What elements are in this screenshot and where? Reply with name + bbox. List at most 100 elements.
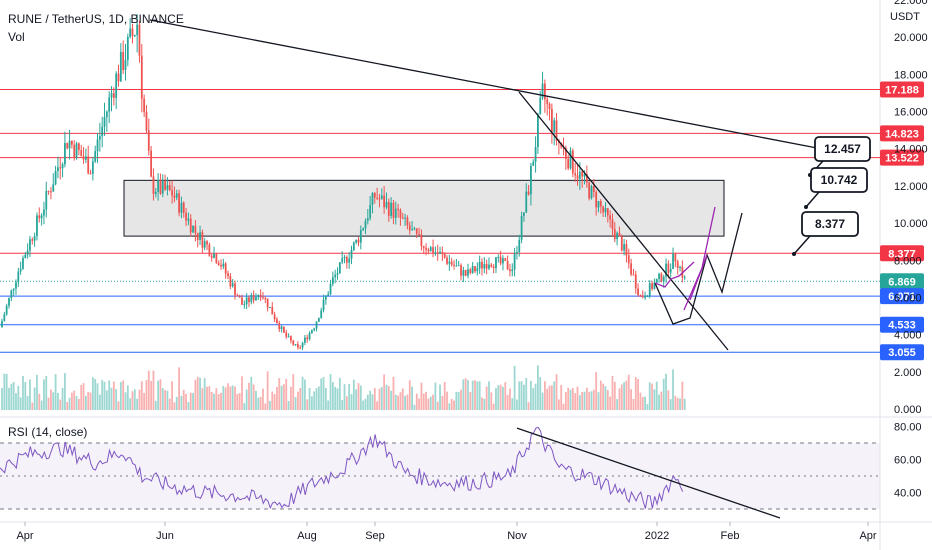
candle-body[interactable] — [483, 263, 486, 269]
long-trendline[interactable] — [149, 19, 818, 149]
candle-body[interactable] — [77, 143, 80, 151]
candle-body[interactable] — [578, 171, 581, 179]
candle-body[interactable] — [236, 295, 239, 297]
candle-body[interactable] — [523, 212, 525, 217]
candle-body[interactable] — [597, 200, 600, 208]
candle-body[interactable] — [467, 269, 469, 276]
candle-body[interactable] — [317, 318, 320, 322]
candle-body[interactable] — [546, 99, 549, 104]
candle-body[interactable] — [518, 239, 521, 252]
candle-body[interactable] — [43, 209, 45, 216]
candle-body[interactable] — [634, 274, 637, 289]
candle-body[interactable] — [5, 305, 8, 315]
candle-body[interactable] — [450, 261, 453, 265]
candle-body[interactable] — [166, 185, 169, 190]
candle-body[interactable] — [164, 180, 166, 190]
candle-body[interactable] — [394, 208, 397, 218]
candle-body[interactable] — [376, 197, 379, 199]
candle-body[interactable] — [124, 60, 127, 70]
candle-body[interactable] — [129, 28, 132, 37]
candle-body[interactable] — [213, 253, 215, 258]
candle-body[interactable] — [161, 180, 164, 194]
candle-body[interactable] — [520, 216, 523, 240]
candle-body[interactable] — [266, 298, 269, 308]
candle-body[interactable] — [436, 252, 439, 254]
candle-body[interactable] — [548, 103, 551, 109]
candle-body[interactable] — [238, 296, 241, 298]
candle-body[interactable] — [33, 236, 36, 241]
candle-body[interactable] — [322, 299, 325, 311]
consolidation-zone[interactable] — [123, 179, 725, 237]
candle-body[interactable] — [662, 276, 665, 282]
candle-body[interactable] — [383, 195, 386, 208]
candle-body[interactable] — [231, 283, 234, 287]
candle-body[interactable] — [98, 136, 101, 140]
candle-body[interactable] — [310, 330, 313, 333]
candle-body[interactable] — [343, 256, 346, 259]
candle-body[interactable] — [112, 93, 115, 98]
candle-body[interactable] — [397, 208, 399, 211]
candle-body[interactable] — [576, 175, 579, 179]
candle-body[interactable] — [527, 191, 530, 195]
candle-body[interactable] — [469, 269, 472, 273]
candle-body[interactable] — [84, 156, 87, 160]
candle-body[interactable] — [378, 198, 381, 200]
candle-body[interactable] — [613, 229, 616, 240]
candle-body[interactable] — [271, 306, 274, 315]
candle-body[interactable] — [36, 215, 38, 237]
candle-body[interactable] — [408, 225, 411, 231]
candle-body[interactable] — [478, 261, 481, 269]
candle-body[interactable] — [655, 279, 658, 283]
candle-body[interactable] — [471, 266, 474, 273]
candle-body[interactable] — [632, 274, 635, 276]
candle-body[interactable] — [392, 202, 395, 218]
candle-body[interactable] — [122, 51, 125, 70]
candle-body[interactable] — [22, 257, 24, 269]
candle-body[interactable] — [257, 294, 260, 297]
candle-body[interactable] — [399, 210, 402, 218]
candle-body[interactable] — [201, 232, 204, 248]
candle-body[interactable] — [15, 282, 17, 289]
candle-body[interactable] — [441, 251, 444, 254]
candle-body[interactable] — [532, 161, 535, 166]
candle-body[interactable] — [341, 258, 344, 263]
candle-body[interactable] — [481, 261, 483, 269]
candle-body[interactable] — [119, 51, 122, 82]
candle-body[interactable] — [54, 171, 57, 185]
candle-body[interactable] — [644, 296, 646, 298]
candle-body[interactable] — [94, 151, 97, 162]
candle-body[interactable] — [50, 191, 52, 193]
candle-body[interactable] — [425, 247, 427, 250]
candle-body[interactable] — [117, 73, 120, 82]
candle-body[interactable] — [140, 55, 143, 99]
rsi-line[interactable] — [0, 426, 684, 510]
candle-body[interactable] — [569, 150, 572, 169]
candle-body[interactable] — [453, 264, 455, 266]
callout-box[interactable] — [810, 167, 868, 193]
candle-body[interactable] — [101, 126, 104, 137]
candle-body[interactable] — [175, 193, 178, 198]
candle-body[interactable] — [59, 167, 62, 169]
candle-body[interactable] — [292, 340, 295, 345]
candle-body[interactable] — [64, 143, 66, 165]
projection-path-purple-1[interactable] — [654, 261, 695, 288]
candle-body[interactable] — [324, 295, 327, 300]
projection-path-purple-3[interactable] — [689, 254, 708, 301]
candle-body[interactable] — [10, 290, 13, 298]
candle-body[interactable] — [583, 173, 586, 177]
candle-body[interactable] — [350, 250, 353, 259]
candle-body[interactable] — [229, 276, 232, 287]
candle-body[interactable] — [651, 283, 653, 289]
candle-body[interactable] — [639, 295, 642, 297]
candle-body[interactable] — [648, 283, 651, 297]
candle-body[interactable] — [315, 321, 318, 329]
candle-body[interactable] — [387, 201, 390, 216]
candle-body[interactable] — [581, 171, 584, 177]
candle-body[interactable] — [380, 195, 383, 199]
candle-body[interactable] — [331, 277, 334, 284]
candle-body[interactable] — [592, 186, 595, 192]
candle-body[interactable] — [411, 229, 413, 231]
candle-body[interactable] — [448, 261, 451, 264]
candle-body[interactable] — [154, 191, 157, 194]
